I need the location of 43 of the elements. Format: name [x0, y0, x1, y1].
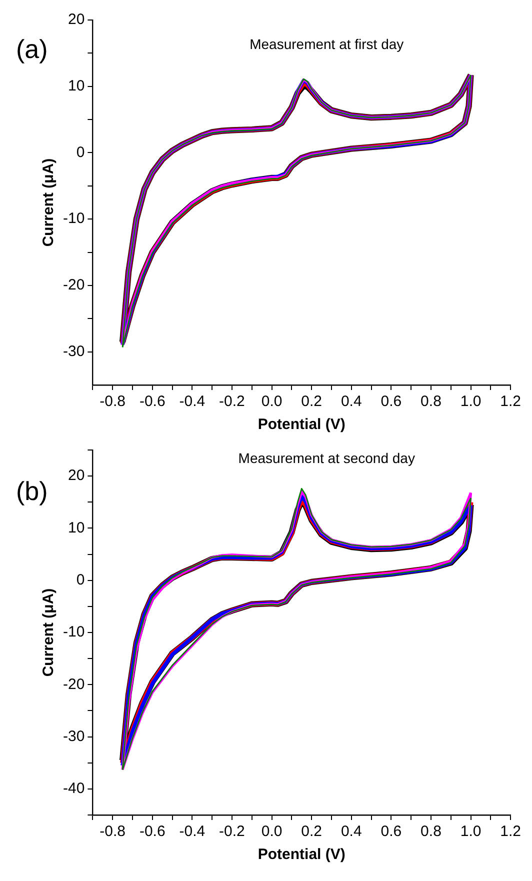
- x-tick-label: 0.0: [261, 393, 282, 410]
- y-tick-label: 0: [76, 572, 85, 588]
- y-tick-label: -20: [62, 676, 85, 693]
- x-tick-label: -0.8: [100, 393, 126, 410]
- y-tick-label: 20: [68, 467, 85, 484]
- x-tick-label: -0.2: [219, 393, 245, 410]
- chart-title: Measurement at second day: [238, 450, 415, 466]
- x-axis-title: Potential (V): [258, 846, 346, 864]
- y-tick-label: -40: [62, 780, 85, 798]
- y-tick-label: 10: [68, 78, 85, 95]
- x-tick-label: 0.8: [420, 823, 442, 840]
- text: Measurement at first day: [250, 36, 404, 52]
- y-tick-label: -30: [62, 728, 85, 745]
- y-tick-label: -30: [62, 342, 85, 360]
- y-axis-title: Current (μA): [40, 158, 58, 247]
- x-tick-label: 1.0: [460, 393, 482, 410]
- y-tick-label: 0: [76, 144, 85, 161]
- y-axis-title: Current (μA): [40, 588, 58, 677]
- y-tick-label: 20: [68, 11, 85, 28]
- x-tick-label: 0.0: [261, 823, 282, 840]
- x-tick-label: 0.4: [340, 823, 362, 840]
- x-tick-label: 0.8: [420, 393, 442, 410]
- x-tick-label: 0.6: [380, 823, 402, 840]
- x-tick-label: 1.0: [460, 823, 482, 840]
- y-tick-label: 10: [68, 519, 85, 536]
- text: (a): [16, 34, 48, 64]
- x-tick-label: -0.4: [179, 393, 206, 410]
- x-tick-label: -0.2: [219, 823, 245, 840]
- x-tick-label: -0.4: [179, 823, 206, 840]
- x-tick-label: 0.6: [380, 393, 402, 410]
- x-tick-label: -0.6: [139, 393, 166, 410]
- x-tick-label: -0.8: [100, 823, 126, 840]
- y-tick-label: -20: [62, 276, 85, 294]
- x-tick-label: 1.2: [500, 823, 522, 840]
- x-tick-label: 0.4: [340, 393, 362, 410]
- y-tick-label: -10: [62, 624, 85, 641]
- x-tick-label: 0.2: [301, 393, 322, 410]
- x-axis-title: Potential (V): [258, 416, 346, 434]
- y-tick-label: -10: [62, 210, 85, 228]
- x-tick-label: -0.6: [139, 823, 166, 840]
- x-tick-label: 0.2: [301, 823, 322, 840]
- x-tick-label: 1.2: [500, 393, 522, 410]
- text: (b): [16, 476, 48, 506]
